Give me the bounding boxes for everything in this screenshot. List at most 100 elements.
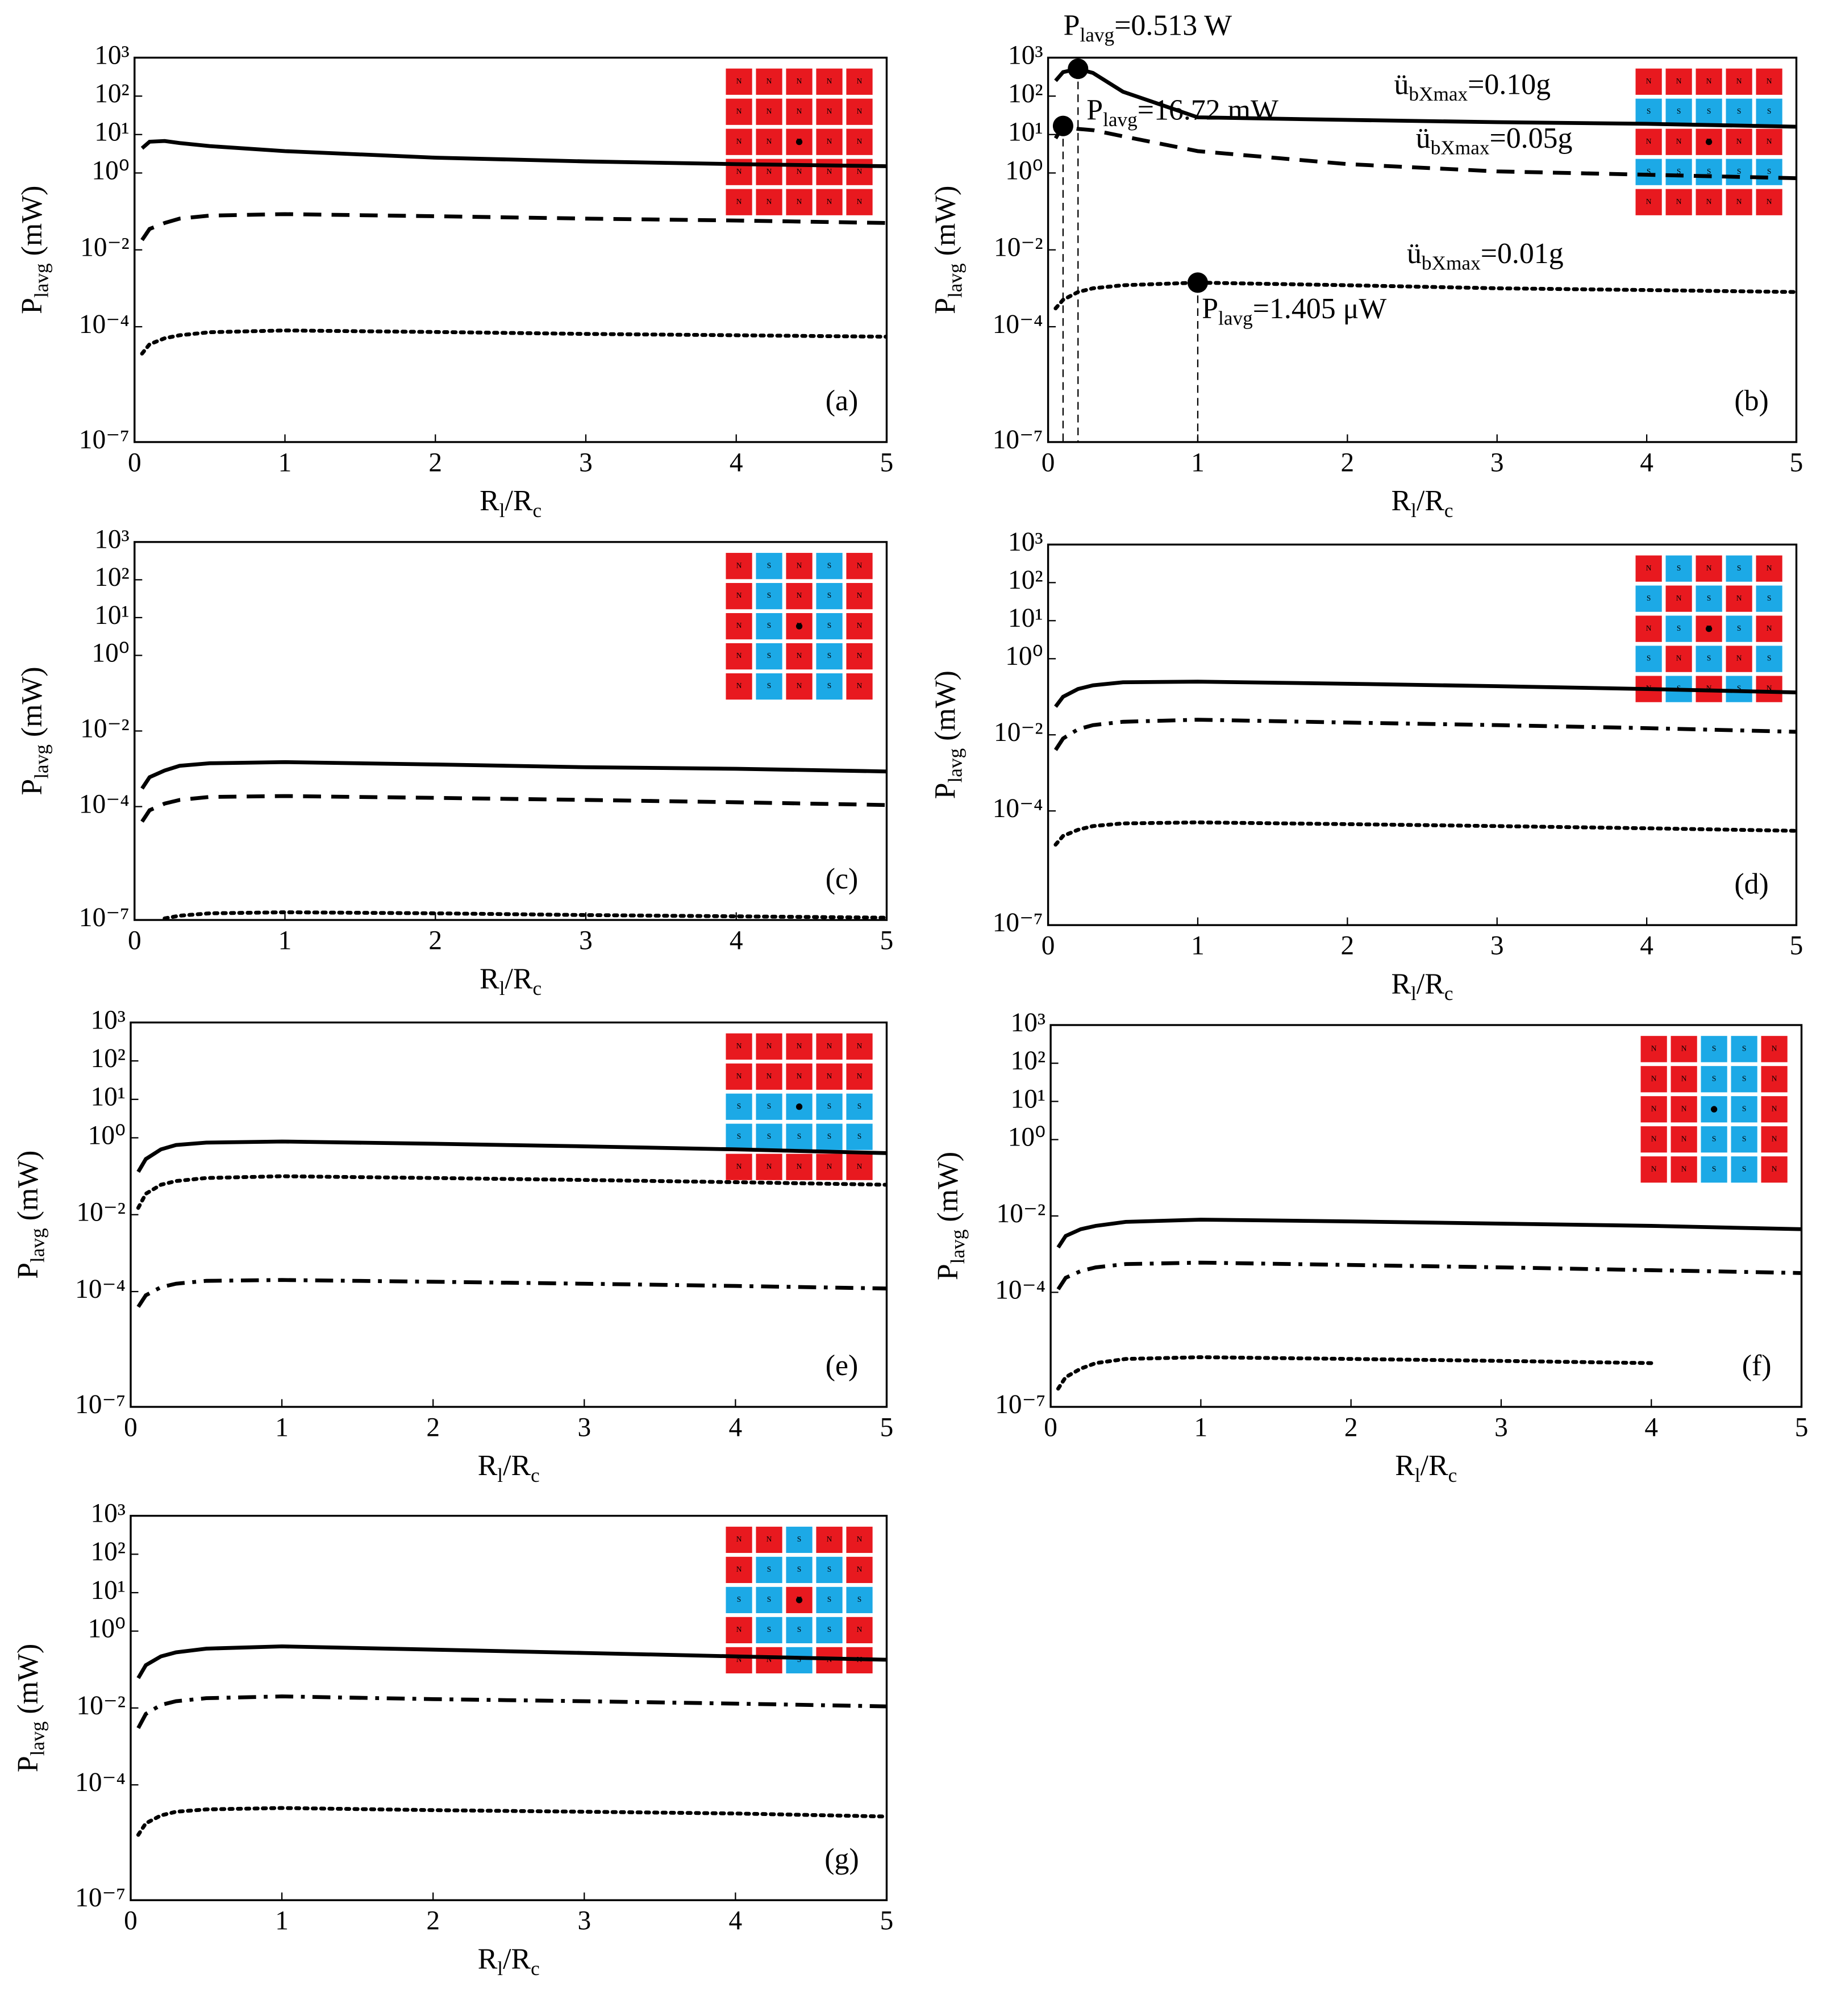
y-tick-label: 10² bbox=[1008, 565, 1043, 595]
inset-cell bbox=[724, 1555, 753, 1585]
y-tick-label: 10¹ bbox=[90, 1082, 126, 1112]
label-part: (mW) bbox=[16, 186, 48, 264]
x-tick-label: 0 bbox=[1044, 1413, 1057, 1442]
y-tick-label: 10⁻⁷ bbox=[75, 1883, 126, 1913]
x-tick-label: 5 bbox=[880, 1413, 894, 1442]
inset-cell bbox=[755, 1585, 784, 1615]
inset-cell bbox=[1694, 157, 1723, 187]
y-axis-label: Plavg (mW) bbox=[12, 1644, 49, 1772]
inset-pole-label: N bbox=[827, 107, 832, 115]
inset-cell bbox=[845, 611, 874, 641]
inset-pole-label: N bbox=[736, 137, 742, 145]
inset-pole-label: S bbox=[767, 1132, 772, 1140]
series-line bbox=[1056, 1218, 1802, 1249]
inset-pole-label: N bbox=[797, 1072, 802, 1080]
y-tick-label: 10³ bbox=[1011, 1008, 1046, 1038]
inset-cell bbox=[785, 551, 814, 581]
inset-pole-label: S bbox=[1767, 594, 1772, 602]
series-line bbox=[140, 794, 887, 823]
inset-cell bbox=[1724, 127, 1753, 157]
inset-cell bbox=[1724, 584, 1753, 614]
y-tick-label: 10⁻² bbox=[994, 718, 1043, 747]
inset-cell bbox=[1664, 157, 1693, 187]
inset-pole-label: N bbox=[1676, 137, 1682, 145]
inset-pole-label: S bbox=[1707, 107, 1711, 115]
x-tick-label: 4 bbox=[729, 1413, 743, 1442]
series-line bbox=[1054, 680, 1797, 708]
inset-pole-label: N bbox=[1676, 77, 1682, 85]
inset-cell bbox=[1664, 97, 1693, 127]
x-tick-label: 5 bbox=[880, 1906, 894, 1936]
label-part: P bbox=[930, 298, 962, 314]
series-line bbox=[140, 212, 887, 241]
label-part: /R bbox=[503, 1449, 531, 1482]
inset-cell bbox=[755, 1062, 784, 1092]
inset-pole-label: N bbox=[1767, 77, 1772, 85]
inset-pole-label: N bbox=[1736, 137, 1742, 145]
inset-pole-label: N bbox=[736, 651, 742, 660]
inset-cell bbox=[1699, 1064, 1728, 1094]
inset-cell bbox=[755, 642, 784, 671]
inset-cell bbox=[724, 672, 753, 701]
x-tick-label: 3 bbox=[579, 448, 593, 477]
label-part: /R bbox=[1421, 1449, 1448, 1482]
inset-pole-label: S bbox=[1677, 107, 1681, 115]
label-part: P bbox=[16, 779, 48, 795]
series-line bbox=[1053, 281, 1797, 311]
inset-pole-label: S bbox=[1677, 564, 1681, 572]
x-tick-label: 4 bbox=[1640, 931, 1653, 961]
inset-cell bbox=[815, 611, 844, 641]
inset-cell bbox=[1634, 554, 1663, 584]
label-part: (mW) bbox=[16, 667, 48, 744]
label-subscript: bXmax bbox=[1431, 137, 1490, 159]
inset-cell bbox=[1664, 188, 1693, 217]
inset-pole-label: N bbox=[1736, 654, 1742, 663]
inset-cell bbox=[785, 1615, 814, 1645]
series-line bbox=[1056, 1260, 1802, 1290]
x-tick-label: 1 bbox=[275, 1906, 289, 1936]
inset-cell bbox=[1634, 644, 1663, 674]
inset-cell bbox=[1724, 554, 1753, 584]
inset-pole-label: S bbox=[857, 1132, 862, 1140]
y-tick-label: 10⁻² bbox=[76, 1691, 126, 1721]
inset-pole-label: N bbox=[1681, 1074, 1687, 1082]
inset-cell bbox=[755, 551, 784, 581]
y-tick-label: 10⁻⁷ bbox=[993, 425, 1043, 455]
label-part: =0.10g bbox=[1468, 68, 1551, 101]
inset-cell bbox=[1760, 1124, 1789, 1154]
inset-pole-label: N bbox=[736, 167, 742, 176]
label-subscript: bXmax bbox=[1422, 252, 1481, 274]
label-part: P bbox=[16, 298, 48, 314]
series-line bbox=[163, 910, 887, 920]
inset-cell bbox=[1730, 1155, 1759, 1184]
inset-cell bbox=[755, 188, 784, 217]
inset-pole-label: N bbox=[1736, 77, 1742, 85]
inset-cell bbox=[1699, 1124, 1728, 1154]
y-tick-label: 10⁻⁴ bbox=[79, 310, 130, 339]
x-tick-label: 5 bbox=[880, 926, 894, 956]
panel-label: (f) bbox=[1742, 1349, 1772, 1382]
inset-cell bbox=[1634, 614, 1663, 644]
inset-pole-label: N bbox=[1772, 1104, 1777, 1113]
inset-pole-label: S bbox=[1737, 564, 1742, 572]
inset-pole-label: N bbox=[1772, 1164, 1777, 1173]
label-part: (mW) bbox=[12, 1151, 44, 1228]
y-tick-label: 10³ bbox=[1008, 40, 1043, 70]
inset-pole-label: N bbox=[1651, 1104, 1657, 1113]
series-line bbox=[136, 1694, 887, 1729]
inset-cell bbox=[755, 1646, 784, 1675]
inset-cell bbox=[1755, 67, 1784, 97]
inset-cell bbox=[724, 1062, 753, 1092]
inset-cell bbox=[845, 551, 874, 581]
panel-label: (c) bbox=[826, 863, 859, 895]
y-tick-label: 10¹ bbox=[90, 1576, 126, 1605]
inset-pole-label: S bbox=[737, 1132, 742, 1140]
inset-cell bbox=[724, 1152, 753, 1182]
y-tick-label: 10⁰ bbox=[91, 156, 129, 185]
inset-pole-label: N bbox=[767, 1162, 772, 1171]
inset-pole-label: N bbox=[736, 107, 742, 115]
inset-pole-label: N bbox=[827, 1162, 832, 1171]
inset-pole-label: N bbox=[1646, 564, 1652, 572]
annotation: Plavg=16.72 mW bbox=[1086, 94, 1278, 131]
inset-pole-label: S bbox=[827, 651, 832, 660]
